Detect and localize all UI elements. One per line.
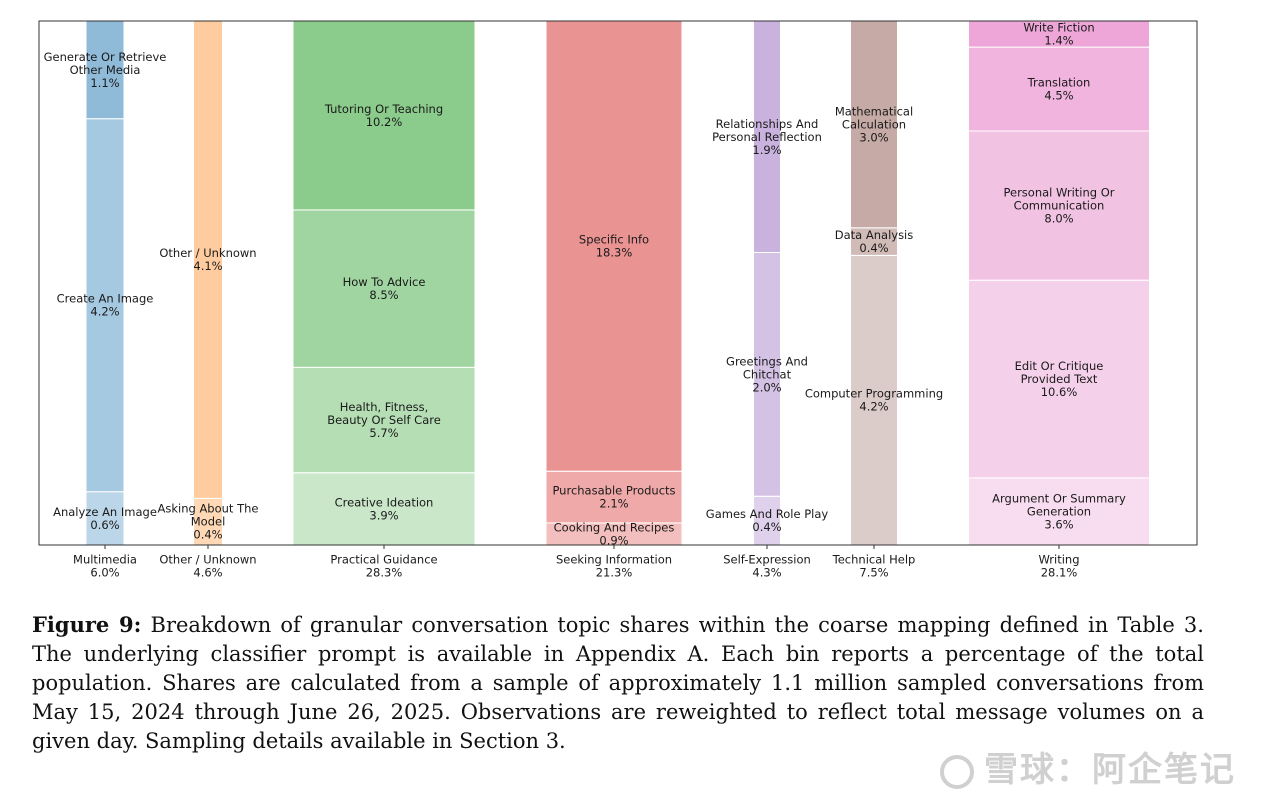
plot-frame xyxy=(38,20,1198,546)
segment-self-expression-games-and-role-play xyxy=(753,495,781,546)
caption-text: Breakdown of granular conversation topic… xyxy=(32,613,1204,753)
segment-practical-guidance-health-fitness-beauty-or-self-care xyxy=(292,366,476,474)
category-label-self-expression: Self-Expression 4.3% xyxy=(723,553,811,580)
segment-practical-guidance-how-to-advice xyxy=(292,209,476,368)
segment-writing-argument-or-summary-generation xyxy=(968,477,1150,546)
segment-writing-personal-writing-or-communication xyxy=(968,130,1150,281)
segment-label-translation: Translation 4.5% xyxy=(1027,76,1091,103)
segment-self-expression-greetings-and-chitchat xyxy=(753,252,781,497)
bars-layer xyxy=(85,20,1150,546)
figure-caption: Figure 9: Breakdown of granular conversa… xyxy=(32,610,1204,756)
category-label-practical-guidance: Practical Guidance 28.3% xyxy=(330,553,437,580)
segment-technical-help-data-analysis xyxy=(850,227,898,256)
segment-label-creative-ideation: Creative Ideation 3.9% xyxy=(335,495,434,522)
segment-label-edit-or-critique-provided-text: Edit Or Critique Provided Text 10.6% xyxy=(1015,359,1104,399)
segment-label-purchasable-products: Purchasable Products 2.1% xyxy=(552,484,675,511)
segment-other-unknown-asking-about-the-model xyxy=(193,497,223,546)
segment-label-computer-programming: Computer Programming 4.2% xyxy=(805,387,943,414)
segment-other-unknown-other-unknown xyxy=(193,20,223,499)
segment-label-create-an-image: Create An Image 4.2% xyxy=(57,292,154,319)
segment-label-analyze-an-image: Analyze An Image 0.6% xyxy=(53,505,157,532)
segment-label-data-analysis: Data Analysis 0.4% xyxy=(835,228,914,255)
segment-multimedia-analyze-an-image xyxy=(85,491,125,546)
category-label-other-unknown: Other / Unknown 4.6% xyxy=(159,553,256,580)
segment-label-specific-info: Specific Info 18.3% xyxy=(579,233,649,260)
segment-technical-help-mathematical-calculation xyxy=(850,20,898,229)
segment-label-health-fitness-beauty-or-self-care: Health, Fitness, Beauty Or Self Care 5.7% xyxy=(327,400,441,440)
segment-practical-guidance-tutoring-or-teaching xyxy=(292,20,476,211)
segment-writing-translation xyxy=(968,46,1150,132)
segment-label-argument-or-summary-generation: Argument Or Summary Generation 3.6% xyxy=(992,491,1126,531)
segment-label-relationships-and-personal-reflection: Relationships And Personal Reflection 1.9% xyxy=(712,117,822,157)
category-label-multimedia: Multimedia 6.0% xyxy=(73,553,137,580)
segment-multimedia-create-an-image xyxy=(85,118,125,493)
segment-label-games-and-role-play: Games And Role Play 0.4% xyxy=(706,507,829,534)
snowball-logo-icon xyxy=(940,754,974,789)
segment-label-generate-or-retrieve-other-media: Generate Or Retrieve Other Media 1.1% xyxy=(44,50,167,90)
category-label-technical-help: Technical Help 7.5% xyxy=(832,553,916,580)
category-label-writing: Writing 28.1% xyxy=(1038,553,1079,580)
segment-seeking-information-specific-info xyxy=(545,20,683,472)
caption-label: Figure 9: xyxy=(32,612,142,637)
segment-label-personal-writing-or-communication: Personal Writing Or Communication 8.0% xyxy=(1003,186,1114,226)
segment-label-asking-about-the-model: Asking About The Model 0.4% xyxy=(157,502,258,542)
segment-label-greetings-and-chitchat: Greetings And Chitchat 2.0% xyxy=(726,354,808,394)
stacked-bar-chart: Analyze An Image 0.6% Create An Image 4.2% G… xyxy=(38,20,1198,580)
segment-label-mathematical-calculation: Mathematical Calculation 3.0% xyxy=(835,104,913,144)
watermark: 雪球：阿企笔记 xyxy=(940,742,1236,791)
category-label-seeking-information: Seeking Information 21.3% xyxy=(556,553,672,580)
segment-label-other-unknown: Other / Unknown 4.1% xyxy=(159,246,256,273)
segment-label-cooking-and-recipes: Cooking And Recipes 0.9% xyxy=(554,520,675,547)
segment-writing-edit-or-critique-provided-text xyxy=(968,279,1150,479)
segment-practical-guidance-creative-ideation xyxy=(292,472,476,546)
labels-layer: Analyze An Image 0.6% Create An Image 4.2% G… xyxy=(44,21,1126,580)
segment-writing-write-fiction xyxy=(968,20,1150,48)
segment-label-how-to-advice: How To Advice 8.5% xyxy=(343,275,426,302)
segment-label-write-fiction: Write Fiction 1.4% xyxy=(1023,21,1094,48)
segment-technical-help-computer-programming xyxy=(850,254,898,546)
watermark-text: 雪球：阿企笔记 xyxy=(984,750,1236,790)
segment-label-tutoring-or-teaching: Tutoring Or Teaching 10.2% xyxy=(324,102,443,129)
